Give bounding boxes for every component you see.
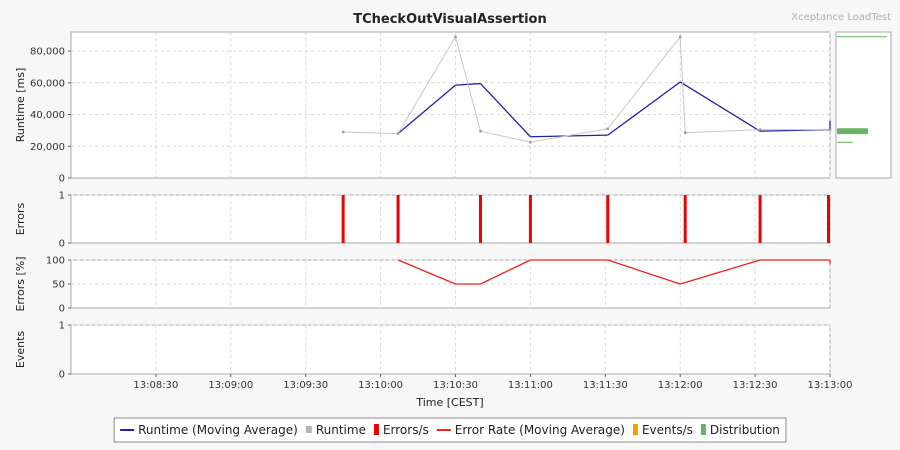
series-segment [530, 128, 608, 143]
series-segment [480, 130, 531, 143]
error-bar [396, 195, 400, 243]
series-segment [607, 36, 681, 130]
plot-area [70, 31, 831, 179]
data-point [758, 128, 762, 131]
x-tick-label: 13:12:30 [733, 380, 778, 391]
distribution-area [835, 31, 892, 179]
legend-swatch-bar [632, 424, 638, 435]
x-tick-label: 13:13:00 [808, 380, 853, 391]
series-segment [397, 259, 456, 285]
plot-area [70, 194, 831, 244]
distribution-panel [835, 31, 892, 179]
series-segment [607, 259, 681, 285]
data-point [683, 131, 687, 134]
x-axis: 13:08:30 13:09:00 13:09:30 13:10:00 13:10:30… [133, 374, 852, 391]
error-bar [478, 195, 482, 243]
x-tick-label: 13:11:00 [508, 380, 553, 391]
y-tick-label: 60,000 [30, 78, 65, 89]
panel-events: 0 1 Events [14, 321, 831, 381]
data-point [606, 127, 609, 131]
x-tick-label: 13:10:30 [433, 380, 478, 391]
data-point [454, 35, 457, 38]
legend-swatch-square [305, 426, 312, 433]
y-tick-label: 40,000 [30, 110, 65, 121]
error-bar [606, 195, 610, 243]
legend-item: Errors/s [373, 423, 429, 437]
x-tick-label: 13:09:30 [283, 380, 328, 391]
legend-label: Errors/s [383, 423, 429, 437]
legend-label: Events/s [642, 423, 693, 437]
data-point [529, 141, 532, 144]
plot-area [70, 324, 831, 375]
legend-item: Runtime [305, 423, 366, 437]
data-point [396, 132, 400, 135]
y-tick-label: 1 [59, 191, 65, 202]
series-segment [685, 129, 761, 134]
data-point [479, 129, 482, 133]
series-segment [480, 259, 531, 285]
legend-swatch-bar [373, 424, 379, 435]
y-tick-label: 0 [59, 174, 65, 185]
panel-errors: 0 1 Errors [14, 191, 831, 250]
series-segment [343, 131, 399, 135]
y-tick-label: 20,000 [30, 142, 65, 153]
legend: Runtime (Moving Average) Runtime Errors/s E… [113, 417, 787, 443]
error-bar [341, 195, 345, 243]
x-tick-label: 13:08:30 [133, 380, 178, 391]
legend-label: Runtime (Moving Average) [138, 423, 298, 437]
error-bar [758, 195, 762, 243]
y-tick-label: 100 [46, 256, 65, 267]
series-segment [397, 84, 456, 135]
series-segment [455, 36, 481, 132]
x-tick-label: 13:11:30 [583, 380, 628, 391]
x-tick-label: 13:12:00 [658, 380, 703, 391]
series-segment [397, 36, 456, 134]
series-segment [479, 83, 531, 138]
y-tick-label: 0 [59, 304, 65, 315]
data-point [828, 128, 832, 131]
y-tick-label: 0 [59, 370, 65, 381]
series-errors-s [341, 195, 830, 243]
series-runtime-moving-average [397, 81, 831, 138]
data-point [341, 130, 345, 134]
panel-error-rate: 0 50 100 Errors [%] [14, 256, 831, 315]
error-bar [683, 195, 687, 243]
y-axis-label: Errors [14, 202, 27, 235]
error-bar [827, 195, 830, 243]
legend-label: Distribution [710, 423, 780, 437]
x-axis-label: Time [CEST] [415, 396, 483, 409]
data-point [678, 35, 682, 38]
x-tick-label: 13:09:00 [208, 380, 253, 391]
legend-swatch-bar [700, 424, 706, 435]
y-axis-label: Runtime [ms] [14, 68, 27, 142]
brand-label: Xceptance LoadTest [791, 12, 891, 23]
y-tick-label: 1 [59, 321, 65, 332]
y-tick-label: 80,000 [30, 47, 65, 58]
legend-label: Error Rate (Moving Average) [455, 423, 625, 437]
y-tick-label: 0 [59, 239, 65, 250]
y-axis-label: Events [14, 331, 27, 369]
series-error-rate-moving-average [397, 259, 831, 285]
series-segment [679, 36, 686, 133]
chart-title: TCheckOutVisualAssertion [353, 12, 546, 27]
series-segment [607, 81, 681, 136]
y-tick-label: 50 [52, 280, 65, 291]
legend-item: Error Rate (Moving Average) [436, 423, 625, 437]
legend-item: Distribution [700, 423, 780, 437]
legend-item: Runtime (Moving Average) [120, 423, 298, 437]
y-axis-label: Errors [%] [14, 256, 27, 311]
legend-item: Events/s [632, 423, 693, 437]
series-runtime [341, 35, 832, 144]
x-tick-label: 13:10:00 [358, 380, 403, 391]
error-bar [528, 195, 532, 243]
series-segment [679, 81, 761, 132]
series-segment [680, 259, 761, 285]
legend-label: Runtime [316, 423, 366, 437]
